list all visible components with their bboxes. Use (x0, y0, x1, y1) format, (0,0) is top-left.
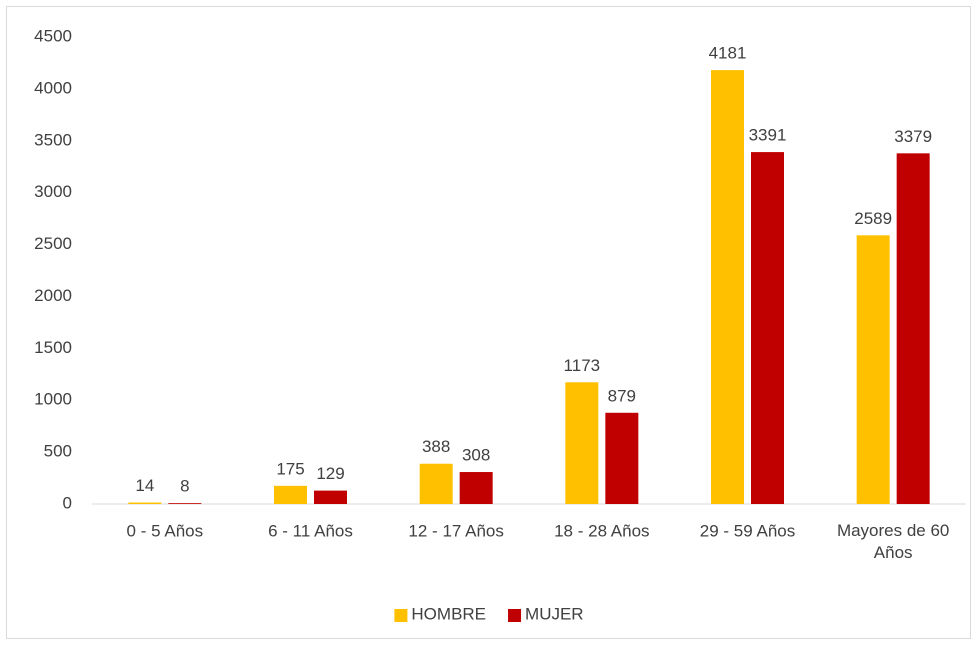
legend-label: MUJER (525, 604, 584, 623)
bar (711, 70, 744, 505)
y-tick-label: 500 (44, 442, 72, 461)
data-label: 175 (276, 459, 304, 478)
bar (128, 502, 162, 504)
bar (314, 490, 347, 504)
x-tick-label: 29 - 59 Años (700, 521, 795, 540)
data-label: 4181 (709, 44, 747, 63)
y-tick-label: 1000 (34, 390, 72, 409)
data-label: 14 (135, 476, 154, 495)
data-label: 388 (422, 437, 450, 456)
data-label: 3379 (894, 127, 932, 146)
legend-swatch (508, 609, 522, 622)
x-tick-label: 6 - 11 Años (268, 521, 353, 540)
bar (419, 463, 453, 504)
bar (605, 412, 639, 504)
data-label: 3391 (749, 126, 787, 145)
data-label: 879 (608, 386, 636, 405)
y-tick-label: 3500 (34, 130, 72, 149)
bar (274, 485, 307, 504)
y-tick-label: 2000 (34, 286, 72, 305)
y-tick-label: 1500 (34, 338, 72, 357)
x-tick-label: Mayores de 60 Años (837, 521, 949, 562)
data-label: 8 (180, 477, 189, 496)
bar (459, 472, 493, 504)
x-tick-label: 0 - 5 Años (127, 521, 204, 540)
x-tick-label: 18 - 28 Años (554, 521, 649, 540)
y-tick-label: 0 (63, 493, 72, 512)
bar (565, 382, 599, 504)
y-tick-label: 3000 (34, 182, 72, 201)
data-label: 1173 (564, 356, 601, 375)
bar (168, 503, 202, 504)
y-tick-label: 4000 (34, 78, 72, 97)
bar (751, 152, 784, 505)
y-tick-label: 4500 (34, 26, 72, 45)
legend-swatch (394, 609, 408, 622)
y-tick-label: 2500 (34, 234, 72, 253)
legend-label: HOMBRE (411, 604, 486, 623)
bar (896, 153, 930, 504)
data-label: 2589 (854, 209, 892, 228)
data-label: 308 (462, 446, 490, 465)
chart-border (6, 6, 971, 639)
bar (856, 235, 890, 504)
x-tick-label: 12 - 17 Años (408, 521, 503, 540)
data-label: 129 (316, 464, 344, 483)
